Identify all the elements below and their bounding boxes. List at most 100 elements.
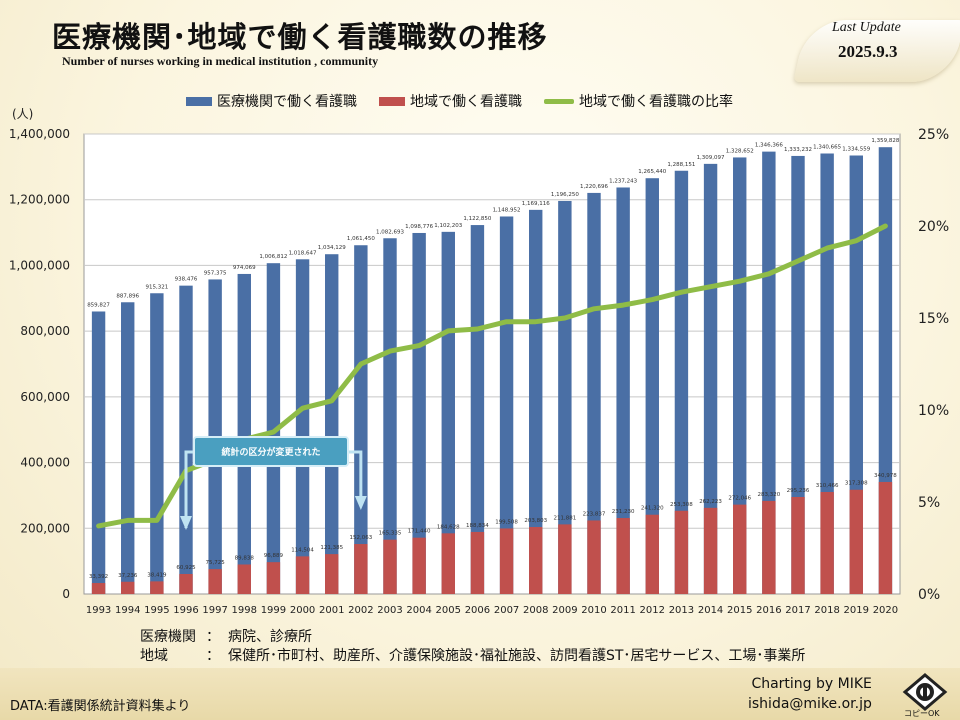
data-label-medical: 1,122,850 <box>463 216 491 222</box>
bar-medical <box>237 273 251 594</box>
data-label-medical: 1,346,366 <box>755 143 783 149</box>
credit-email[interactable]: ishida@mike.or.jp <box>748 696 872 712</box>
ratio-point <box>301 406 304 410</box>
data-label-medical: 915,321 <box>145 284 168 290</box>
data-label-medical: 1,265,440 <box>638 169 666 175</box>
x-tick-label: 2003 <box>377 605 402 616</box>
x-tick-label: 2011 <box>610 605 635 616</box>
x-tick-label: 2012 <box>640 605 665 616</box>
bar-medical <box>645 178 659 594</box>
note-key: 地域 <box>140 648 168 664</box>
bar-medical <box>616 187 630 594</box>
bar-community <box>470 531 485 594</box>
ratio-point <box>447 329 450 333</box>
ratio-point <box>388 349 392 353</box>
data-label-medical: 1,082,693 <box>376 229 404 235</box>
bar-medical <box>499 216 514 595</box>
ratio-point <box>330 399 333 402</box>
x-tick-label: 1998 <box>232 605 257 616</box>
x-tick-label: 2001 <box>319 605 344 616</box>
data-label-medical: 1,169,116 <box>522 201 550 207</box>
x-tick-label: 1997 <box>202 605 227 616</box>
ratio-point <box>767 272 771 276</box>
bar-medical <box>150 293 164 594</box>
x-tick-label: 2004 <box>406 605 431 616</box>
bar-community <box>616 518 630 594</box>
legend-label-community: 地域で働く看護職 <box>410 94 522 110</box>
data-label-medical: 957,375 <box>204 270 227 276</box>
data-label-community: 241,320 <box>641 506 664 512</box>
bar-community <box>820 491 834 594</box>
data-label-community: 253,308 <box>670 502 693 508</box>
y-axis-unit: (人) <box>12 107 33 121</box>
annotation-arrow-left <box>180 516 192 530</box>
y-tick-label: 800,000 <box>20 324 70 338</box>
bar-community <box>849 489 863 594</box>
bar-community <box>762 500 776 594</box>
data-label-community: 37,236 <box>118 573 138 579</box>
bar-community <box>733 504 747 594</box>
x-tick-label: 2016 <box>756 605 781 616</box>
ratio-point <box>155 519 159 522</box>
data-label-community: 272,046 <box>728 496 751 502</box>
ratio-point <box>621 303 625 307</box>
data-label-community: 283,320 <box>757 492 780 498</box>
ratio-point <box>825 246 829 250</box>
x-tick-label: 2005 <box>436 605 461 616</box>
data-label-medical: 1,098,776 <box>405 224 433 230</box>
ratio-point <box>709 285 712 288</box>
data-label-medical: 1,328,652 <box>726 148 754 154</box>
bar-medical <box>558 200 572 595</box>
bar-medical <box>820 153 834 594</box>
x-tick-label: 1999 <box>261 605 286 616</box>
x-tick-label: 2002 <box>348 605 373 616</box>
ratio-point <box>563 316 567 320</box>
data-label-community: 38,419 <box>147 572 167 578</box>
data-label-community: 262,223 <box>699 499 722 505</box>
note-value: 保健所･市町村、助産所、介護保険施設･福祉施設、訪問看護ST･居宅サービス、工場… <box>228 648 806 664</box>
bar-medical <box>179 285 193 594</box>
y2-tick-label: 5% <box>918 495 940 511</box>
bar-medical <box>354 245 368 594</box>
data-label-medical: 1,359,828 <box>871 138 899 144</box>
x-tick-label: 1993 <box>86 605 111 616</box>
ratio-point <box>534 320 537 323</box>
y2-tick-label: 0% <box>918 587 940 603</box>
legend-swatch-ratio <box>544 98 574 104</box>
bar-medical <box>733 157 747 594</box>
y-tick-label: 200,000 <box>20 521 70 535</box>
data-label-community: 96,889 <box>264 553 284 559</box>
y-tick-label: 400,000 <box>20 456 70 470</box>
x-tick-label: 2009 <box>552 605 577 616</box>
x-tick-label: 2006 <box>465 605 490 616</box>
data-label-community: 165,335 <box>379 531 402 537</box>
data-label-community: 317,308 <box>845 481 868 487</box>
page-subtitle: Number of nurses working in medical inst… <box>62 54 379 68</box>
y2-tick-label: 15% <box>918 311 949 327</box>
data-label-medical: 1,309,097 <box>697 155 725 161</box>
note-row-medical: 医療機関 ： 病院、診療所 <box>140 628 805 647</box>
bar-community <box>499 528 514 594</box>
copy-ok-logo-icon <box>902 673 948 711</box>
plot-area <box>83 133 901 595</box>
bar-medical <box>325 254 339 594</box>
ratio-point <box>505 320 508 323</box>
data-label-community: 152,063 <box>349 535 372 541</box>
y2-tick-label: 20% <box>918 219 949 235</box>
credit-author: Charting by MIKE <box>751 676 872 692</box>
bar-community <box>645 514 659 594</box>
bar-medical <box>791 155 805 595</box>
bar-community <box>878 481 893 594</box>
bar-community <box>383 539 397 594</box>
data-label-community: 171,440 <box>408 529 431 535</box>
data-label-medical: 1,061,450 <box>347 236 375 242</box>
bar-community <box>266 562 281 594</box>
data-label-community: 203,803 <box>524 518 547 524</box>
legend-swatch-community <box>379 96 405 106</box>
bar-medical <box>587 192 601 594</box>
page-title: 医療機関･地域で働く看護職数の推移 <box>52 20 548 54</box>
data-label-community: 231,230 <box>612 509 635 515</box>
bar-community <box>529 527 543 594</box>
x-tick-label: 2019 <box>844 605 869 616</box>
